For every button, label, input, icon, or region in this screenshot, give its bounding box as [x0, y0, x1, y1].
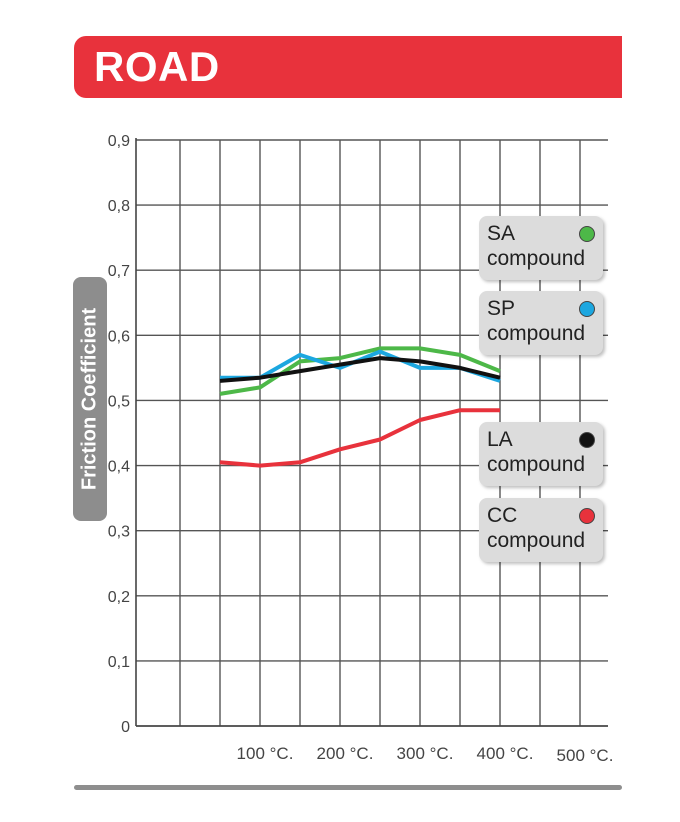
legend-item-sa: SA compound: [479, 216, 603, 280]
y-tick-label: 0,1: [108, 654, 130, 671]
title-banner: ROAD: [74, 36, 622, 98]
y-tick-label: 0,7: [108, 263, 130, 280]
page-title: ROAD: [94, 43, 220, 90]
x-tick-label: 300 °C.: [397, 744, 454, 763]
legend-item-cc: CC compound: [479, 498, 603, 562]
legend-sublabel: compound: [487, 247, 586, 270]
legend-label: LA: [487, 428, 513, 451]
y-tick-label: 0,5: [108, 393, 130, 410]
legend-label: SA: [487, 222, 516, 245]
y-tick-label: 0,2: [108, 589, 130, 606]
legend-sublabel: compound: [487, 453, 586, 476]
y-tick-label: 0,9: [108, 133, 130, 150]
legend-sublabel: compound: [487, 322, 586, 345]
legend-label: SP: [487, 297, 516, 320]
legend-sublabel: compound: [487, 529, 586, 552]
y-tick-label: 0,3: [108, 524, 130, 541]
series-line-sa: [219, 346, 501, 396]
series-line-la: [219, 356, 501, 383]
y-axis-label-pill: Friction Coefficient: [73, 277, 107, 521]
legend-swatch: [579, 226, 595, 242]
y-tick-label: 0,6: [108, 328, 130, 345]
y-tick-label: 0: [121, 719, 130, 736]
x-tick-label: 100 °C.: [237, 744, 294, 763]
legend-label: CC: [487, 504, 518, 527]
footer-divider: [74, 785, 622, 790]
x-tick-label: 500 °C.: [557, 746, 614, 765]
y-tick-label: 0,4: [108, 459, 130, 476]
x-tick-label: 400 °C.: [477, 744, 534, 763]
legend-item-sp: SP compound: [479, 291, 603, 355]
y-axis-label: Friction Coefficient: [78, 307, 101, 491]
y-tick-label: 0,8: [108, 198, 130, 215]
legend-swatch: [579, 301, 595, 317]
legend-swatch: [579, 432, 595, 448]
series-line-cc: [219, 408, 500, 468]
x-tick-label: 200 °C.: [317, 744, 374, 763]
legend-item-la: LA compound: [479, 422, 603, 486]
legend-swatch: [579, 508, 595, 524]
